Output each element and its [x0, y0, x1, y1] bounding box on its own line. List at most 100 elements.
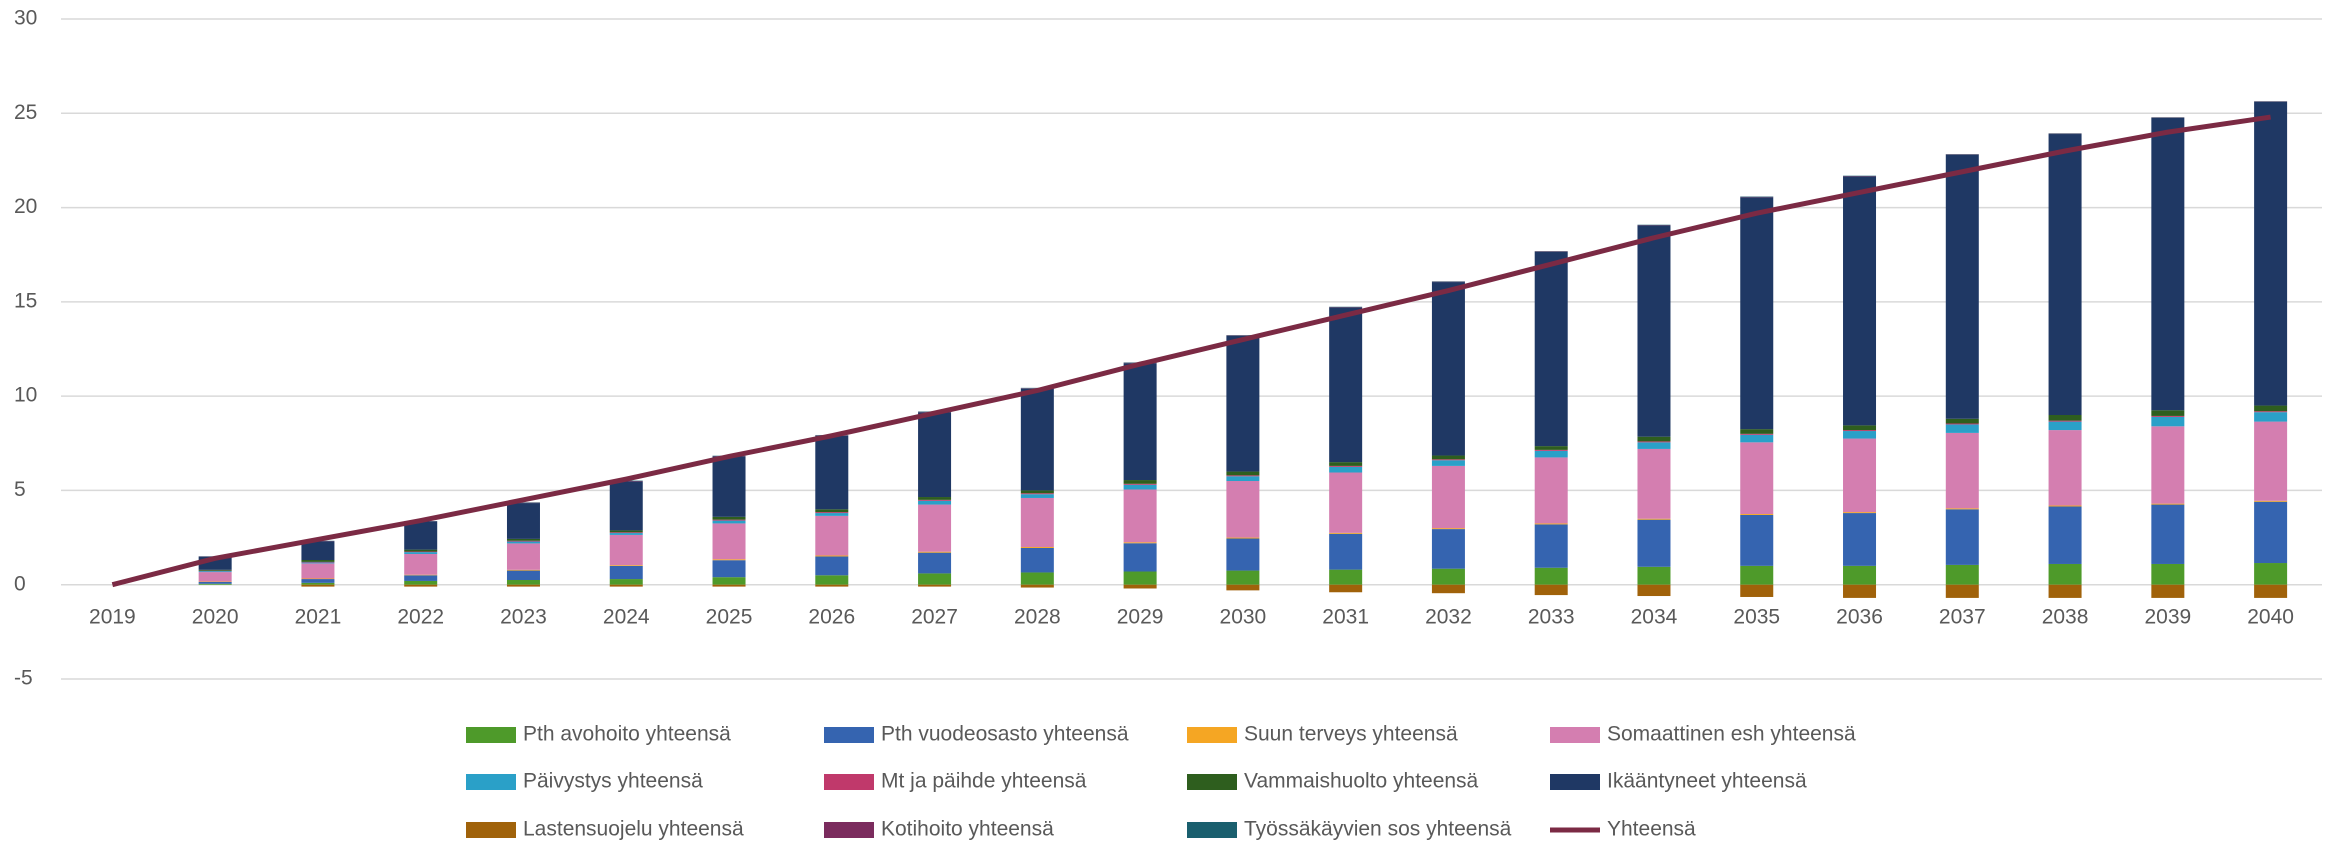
bar-segment: [1740, 197, 1774, 430]
bar-segment: [1534, 524, 1568, 568]
bar-segment: [1534, 450, 1568, 458]
bar-segment: [1945, 423, 1979, 425]
bar-segment: [1329, 532, 1363, 534]
bar-segment: [2048, 505, 2082, 507]
bar-segment: [609, 565, 643, 580]
x-tick-label: 2030: [1220, 606, 1267, 629]
bar-segment: [1123, 363, 1157, 481]
bar-segment: [2048, 421, 2082, 431]
bar-segment: [1534, 584, 1568, 596]
bar-segment: [1329, 569, 1363, 585]
bar-segment: [918, 497, 952, 500]
bar-segment: [404, 521, 438, 550]
bar-segment: [712, 523, 746, 560]
bar-segment: [1226, 335, 1260, 472]
bar-segment: [1226, 475, 1260, 477]
bar-segment: [404, 580, 438, 585]
legend-label: Työssäkäyvien sos yhteensä: [1244, 818, 1512, 841]
bar-segment: [1020, 493, 1054, 495]
bar-segment: [1945, 418, 1979, 424]
legend-swatch: [1550, 727, 1600, 743]
bar-segment: [918, 500, 952, 505]
legend-label: Somaattinen esh yhteensä: [1607, 723, 1856, 746]
bar-segment: [1740, 514, 1774, 515]
bar-segment: [404, 552, 438, 554]
bar-segment: [815, 515, 849, 556]
bar-segment: [1637, 436, 1671, 442]
bar-segment: [1534, 457, 1568, 524]
bar-segment: [1020, 547, 1054, 548]
bar-segment: [1843, 425, 1877, 431]
bar-segment: [2151, 118, 2185, 411]
line-series: [111, 114, 2271, 588]
bar-segment: [815, 512, 849, 514]
bar-segment: [1637, 441, 1671, 443]
bar-segment: [712, 456, 746, 517]
bar-segment: [2151, 503, 2185, 505]
bar-segment: [1431, 465, 1465, 529]
bar-segment: [918, 499, 952, 501]
legend-swatch: [466, 727, 516, 743]
bar-segment: [609, 530, 643, 533]
bar-segment: [404, 584, 438, 587]
legend-label: Päivystys yhteensä: [523, 770, 703, 793]
bar-segment: [2048, 563, 2082, 585]
bar-segment: [1637, 448, 1671, 519]
bar-segment: [1843, 565, 1877, 585]
bar-segment: [712, 559, 746, 561]
bar-segment: [1329, 466, 1363, 473]
bar-segment: [1020, 388, 1054, 491]
bar-segment: [1020, 497, 1054, 547]
bar-segment: [1637, 584, 1671, 597]
bar-segment: [1431, 455, 1465, 460]
y-tick-label: 5: [14, 478, 26, 501]
bar-segment: [2048, 430, 2082, 506]
bar-segment: [1843, 438, 1877, 513]
bar-segment: [1534, 567, 1568, 585]
bar-segment: [2151, 584, 2185, 598]
bar-segment: [2254, 421, 2288, 501]
bar-segment: [2048, 134, 2082, 415]
bar-segment: [1637, 442, 1671, 449]
bar-segment: [1637, 518, 1671, 520]
legend-swatch: [824, 822, 874, 838]
bar-segment: [506, 580, 540, 585]
bar-segment: [2254, 501, 2288, 564]
bar-segment: [1431, 459, 1465, 461]
bar-segment: [1123, 480, 1157, 484]
bar-segment: [506, 584, 540, 587]
bar-segment: [404, 551, 438, 553]
bar-segment: [198, 581, 232, 584]
bar-segment: [712, 520, 746, 524]
x-tick-label: 2037: [1939, 606, 1986, 629]
bar-segment: [506, 543, 540, 570]
bar-segment: [1123, 571, 1157, 585]
bar-segment: [2151, 410, 2185, 416]
bar-segment: [609, 532, 643, 534]
bar-segment: [712, 560, 746, 578]
legend-swatch: [1187, 774, 1237, 790]
bar-segment: [2048, 584, 2082, 598]
bar-segment: [1123, 584, 1157, 589]
legend-label: Vammaishuolto yhteensä: [1244, 770, 1479, 793]
bar-segment: [609, 579, 643, 585]
bar-segment: [506, 569, 540, 571]
bar-segment: [301, 562, 335, 564]
bar-segment: [2151, 415, 2185, 417]
bar-segment: [198, 583, 232, 585]
bar-segment: [506, 570, 540, 580]
x-tick-label: 2029: [1117, 606, 1164, 629]
x-tick-label: 2036: [1836, 606, 1883, 629]
bar-segment: [918, 504, 952, 552]
legend-label: Ikääntyneet yhteensä: [1607, 770, 1807, 793]
bar-segment: [2151, 416, 2185, 427]
bar-segment: [301, 563, 335, 579]
legend-label: Suun terveys yhteensä: [1244, 723, 1458, 746]
bar-segment: [1431, 584, 1465, 594]
bar-segment: [1945, 154, 1979, 419]
x-tick-label: 2025: [706, 606, 753, 629]
bar-segment: [301, 541, 335, 561]
bar-segment: [301, 582, 335, 585]
x-tick-label: 2034: [1631, 606, 1678, 629]
